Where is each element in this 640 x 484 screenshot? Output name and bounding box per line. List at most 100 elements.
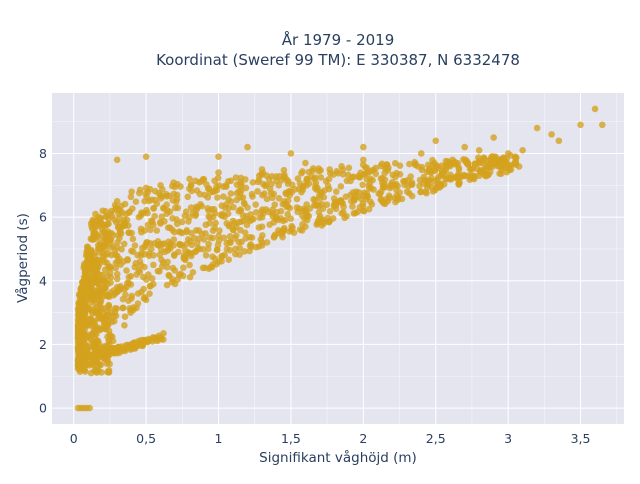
data-point (207, 189, 214, 196)
data-point (475, 172, 483, 180)
data-point (238, 180, 245, 188)
y-axis-title: Vågperiod (s) (14, 213, 31, 303)
data-point (254, 178, 262, 186)
data-point (102, 316, 109, 324)
data-point (313, 221, 321, 228)
data-point (77, 325, 85, 332)
data-point (111, 247, 119, 254)
data-point (113, 283, 121, 291)
x-tick-label: 2 (359, 431, 367, 446)
data-point (170, 252, 178, 259)
data-point (360, 207, 367, 215)
data-point (96, 298, 104, 306)
data-point (296, 180, 304, 187)
data-point (128, 341, 135, 348)
data-point (326, 208, 334, 215)
data-point (129, 248, 137, 255)
data-point (467, 166, 475, 173)
data-point (598, 121, 606, 129)
data-point (255, 172, 263, 180)
data-point (475, 146, 483, 154)
data-point (281, 173, 288, 181)
data-point (150, 204, 157, 212)
data-point (263, 172, 271, 179)
data-point (369, 176, 376, 184)
data-point (148, 217, 155, 224)
data-point (128, 292, 136, 300)
data-point (123, 267, 130, 274)
data-point (169, 215, 176, 222)
data-point (104, 230, 112, 238)
data-point (131, 263, 139, 271)
data-point (105, 337, 113, 345)
plot-background (52, 93, 624, 424)
data-point (263, 239, 271, 246)
data-point (121, 200, 129, 208)
data-point (278, 228, 286, 235)
data-point (127, 193, 135, 201)
y-tick-label: 6 (39, 210, 47, 225)
data-point (438, 162, 446, 169)
y-tick-label: 8 (39, 146, 47, 161)
data-point (333, 188, 340, 195)
y-tick-label: 2 (39, 337, 47, 352)
data-point (512, 161, 520, 168)
data-point (235, 187, 243, 195)
data-point (170, 242, 177, 249)
data-point (141, 263, 148, 271)
data-point (94, 245, 102, 253)
data-point (223, 240, 231, 247)
data-point (192, 212, 199, 219)
data-point (227, 177, 235, 185)
data-point (350, 173, 358, 181)
data-point (577, 121, 584, 129)
data-point (512, 153, 519, 160)
data-point (138, 249, 145, 257)
data-point (303, 216, 311, 224)
data-point (338, 163, 345, 170)
data-point (469, 173, 476, 181)
data-point (113, 252, 121, 260)
data-point (199, 264, 207, 272)
data-point (89, 225, 96, 233)
data-point (143, 276, 150, 283)
data-point (252, 201, 259, 208)
data-point (244, 143, 251, 151)
data-point (555, 137, 563, 145)
data-point (96, 284, 104, 292)
data-point (261, 182, 269, 190)
data-point (365, 205, 373, 213)
data-point (113, 275, 121, 283)
data-point (80, 353, 87, 361)
data-point (365, 182, 373, 190)
data-point (326, 217, 333, 225)
data-point (157, 192, 164, 199)
y-tick-label: 4 (39, 273, 47, 288)
data-point (164, 258, 171, 266)
data-point (423, 189, 430, 197)
data-point (98, 220, 106, 228)
data-point (87, 220, 95, 227)
x-tick-label: 1 (215, 431, 223, 446)
data-point (492, 161, 500, 168)
data-point (96, 277, 104, 285)
data-point (77, 363, 85, 371)
data-point (175, 271, 183, 279)
data-point (87, 336, 95, 343)
data-point (316, 213, 324, 220)
data-point (104, 368, 111, 376)
data-point (204, 245, 212, 253)
data-point (258, 213, 266, 221)
data-point (446, 174, 454, 182)
data-point (394, 196, 401, 204)
data-point (133, 271, 140, 278)
data-point (142, 153, 150, 160)
data-point (463, 172, 471, 180)
data-point (265, 208, 272, 216)
data-point (232, 245, 239, 253)
data-point (91, 230, 98, 238)
data-point (464, 159, 472, 167)
data-point (504, 150, 512, 157)
data-point (276, 172, 283, 180)
